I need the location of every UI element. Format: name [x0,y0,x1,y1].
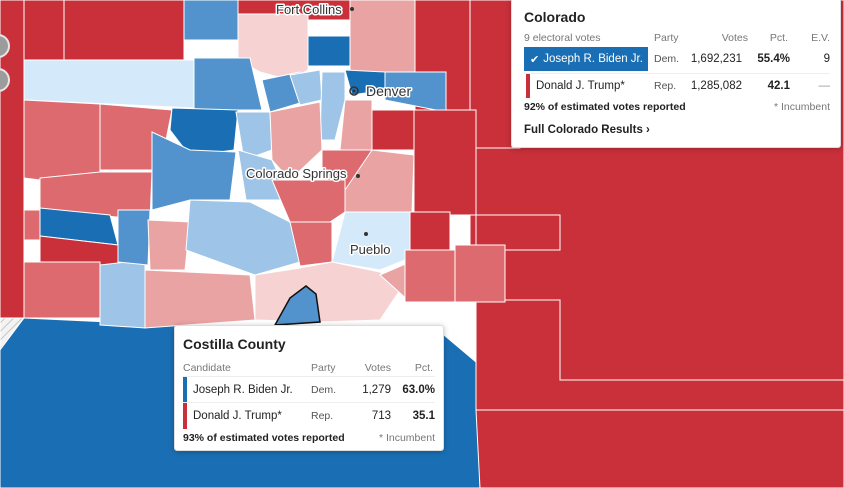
state-texas[interactable] [475,409,844,488]
county[interactable] [349,0,416,81]
candidate-cell: Joseph R. Biden Jr. [183,377,309,403]
county[interactable] [23,261,101,319]
votes: 1,285,082 [690,80,742,92]
pct: 42.1 [767,80,790,92]
county-las-animas[interactable] [254,261,401,323]
county[interactable] [23,209,41,241]
county[interactable] [23,59,195,109]
votes: 1,279 [362,384,391,396]
col-pct: Pct. [414,362,433,374]
state-row-biden[interactable]: ✔ Joseph R. Biden Jr. Dem. 1,692,231 55.… [524,47,830,71]
incumbent-note: * Incumbent [773,101,830,113]
county[interactable] [147,219,191,271]
county[interactable] [269,101,323,181]
county-title: Costilla County [183,336,286,352]
col-party: Party [654,32,679,44]
pct: 55.4% [757,53,790,65]
county[interactable] [63,0,185,61]
pct: 35.1 [412,410,435,422]
pct: 63.0% [402,384,435,396]
reporting-text: 93% of estimated votes reported [183,432,345,444]
county[interactable] [99,259,146,329]
full-results-link[interactable]: Full Colorado Results › [524,124,650,136]
county-arapahoe[interactable] [319,71,346,141]
checkmark-icon: ✔ [530,53,540,66]
votes: 1,692,231 [690,53,742,65]
incumbent-note: * Incumbent [378,432,435,444]
county[interactable] [183,0,239,41]
col-pct: Pct. [769,32,788,44]
county-tooltip: Costilla County Candidate Party Votes Pc… [174,325,444,451]
county-fremont[interactable] [271,179,346,223]
county[interactable] [307,35,351,67]
party: Dem. [311,384,337,396]
county[interactable] [151,131,237,211]
candidate-cell: Donald J. Trump* [524,74,648,98]
city-label-fort-collins: Fort Collins [276,2,342,17]
candidate-name: Joseph R. Biden Jr. [543,53,643,65]
party: Dem. [654,53,680,65]
county-table-header: Candidate Party Votes Pct. [183,362,435,374]
county[interactable] [23,0,65,61]
winner-cell: ✔ Joseph R. Biden Jr. [524,47,648,71]
state-reporting-note: 92% of estimated votes reported * Incumb… [524,101,830,113]
col-party: Party [311,362,336,374]
party-color-bar [183,403,187,429]
city-dot [352,89,356,93]
county-saguache[interactable] [185,199,301,276]
county-costilla[interactable] [273,285,321,326]
state-table-header: 9 electoral votes Party Votes Pct. E.V. [524,32,830,44]
city-dot [364,232,368,236]
county[interactable] [413,109,477,216]
city-label-pueblo: Pueblo [350,242,390,257]
candidate-name: Joseph R. Biden Jr. [193,384,293,396]
zoom-in-button[interactable] [0,36,8,56]
county[interactable] [39,171,153,221]
ev: 9 [823,53,830,65]
county-row-biden: Joseph R. Biden Jr. Dem. 1,279 63.0% [183,376,435,403]
county[interactable] [475,214,561,251]
county-reporting-note: 93% of estimated votes reported * Incumb… [183,432,435,444]
county[interactable] [144,269,256,329]
city-label-denver: Denver [366,83,411,99]
county[interactable] [454,244,506,303]
candidate-name: Donald J. Trump* [536,80,625,92]
reporting-text: 92% of estimated votes reported [524,101,686,113]
votes: 713 [371,410,391,422]
col-votes: Votes [721,32,748,44]
city-dot [349,86,359,96]
candidate-cell: Donald J. Trump* [183,403,309,429]
county-pueblo[interactable] [331,211,411,271]
state-title: Colorado [524,9,586,25]
col-ev: E.V. [811,32,830,44]
candidate-name: Donald J. Trump* [193,410,282,422]
city-dot [356,174,360,178]
electoral-votes-label: 9 electoral votes [524,32,601,44]
county[interactable] [193,57,263,111]
ev: — [818,80,831,92]
zoom-out-button[interactable] [0,70,8,90]
county-row-trump: Donald J. Trump* Rep. 713 35.1 [183,402,435,429]
city-dot [350,7,354,11]
col-candidate: Candidate [183,362,231,374]
party-color-bar [183,377,187,403]
city-label-colorado-springs: Colorado Springs [246,166,347,181]
party-color-bar [526,74,530,98]
state-results-panel: Colorado 9 electoral votes Party Votes P… [511,0,841,148]
state-row-trump[interactable]: Donald J. Trump* Rep. 1,285,082 42.1 — [524,73,830,98]
county[interactable] [23,99,101,181]
party: Rep. [654,80,677,92]
county-douglas[interactable] [339,99,373,151]
party: Rep. [311,410,334,422]
col-votes: Votes [364,362,391,374]
county[interactable] [117,209,151,266]
